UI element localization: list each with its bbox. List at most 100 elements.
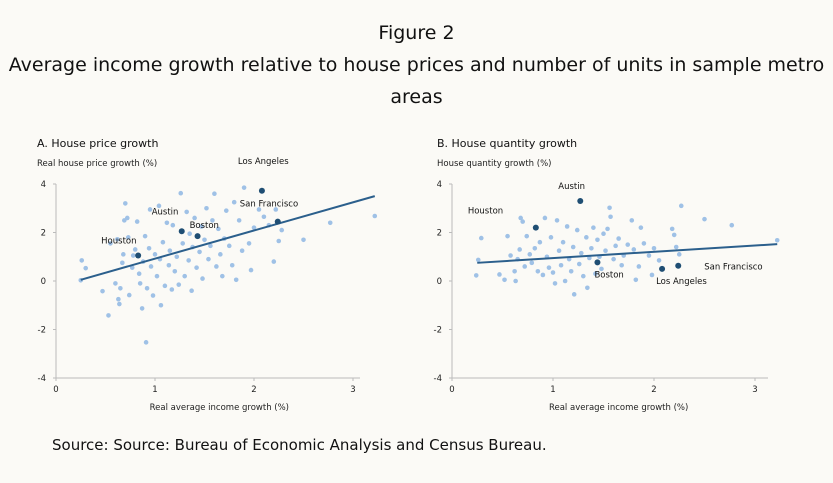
scatter-point	[589, 245, 594, 251]
city-label: San Francisco	[704, 263, 762, 273]
trend-line	[80, 195, 376, 281]
scatter-point	[578, 250, 584, 256]
scatter-point	[229, 262, 235, 268]
scatter-point	[301, 237, 306, 243]
scatter-point	[116, 296, 121, 302]
x-tick-label: 1	[550, 385, 555, 395]
scatter-point	[646, 253, 652, 258]
scatter-point	[142, 233, 148, 239]
scatter-point	[199, 224, 204, 229]
scatter-point	[139, 306, 145, 311]
city-label: Boston	[594, 270, 623, 280]
scatter-point	[629, 218, 635, 223]
scatter-point	[216, 226, 221, 232]
y-tick-label: 4	[41, 180, 46, 190]
x-axis-label: Real average income growth (%)	[549, 403, 688, 413]
scatter-point	[537, 239, 543, 245]
y-tick-label: 0	[437, 277, 442, 287]
scatter-point	[166, 262, 172, 268]
scatter-point	[223, 208, 229, 213]
highlight-point	[258, 187, 265, 194]
scatter-point	[608, 214, 613, 220]
x-tick-label: 1	[152, 385, 157, 395]
scatter-point	[184, 209, 189, 215]
x-axis-label: Real average income growth (%)	[150, 403, 289, 413]
scatter-point	[529, 260, 535, 266]
scatter-point	[518, 215, 523, 221]
scatter-point	[176, 282, 182, 287]
scatter-point	[605, 226, 610, 232]
scatter-point	[172, 269, 178, 274]
scatter-point	[147, 207, 153, 212]
scatter-point	[123, 201, 128, 206]
scatter-point	[154, 273, 160, 279]
scatter-point	[187, 231, 192, 237]
figure-title-line2: areas	[390, 86, 443, 108]
scatter-point	[556, 248, 562, 253]
scatter-point	[729, 222, 735, 228]
scatter-point	[146, 245, 152, 251]
scatter-point	[585, 285, 590, 291]
scatter-point	[542, 215, 548, 221]
scatter-point	[226, 243, 232, 249]
scatter-point	[568, 269, 574, 274]
scatter-point	[279, 227, 285, 233]
scatter-point	[130, 253, 136, 258]
scatter-point	[636, 264, 642, 269]
panel-title: B. House quantity growth	[437, 137, 577, 150]
scatter-point	[570, 244, 576, 250]
highlight-point	[659, 265, 666, 272]
scatter-point	[162, 283, 168, 289]
y-tick-label: 2	[41, 229, 46, 239]
scatter-point	[546, 265, 552, 270]
scatter-point	[189, 288, 194, 294]
scatter-point	[774, 237, 780, 243]
scatter-point	[271, 259, 277, 264]
scatter-point	[625, 242, 631, 247]
scatter-point	[678, 203, 684, 209]
scatter-point	[631, 247, 637, 252]
highlight-point	[675, 262, 682, 269]
scatter-point	[584, 235, 589, 240]
scatter-point	[552, 281, 558, 286]
scatter-point	[273, 207, 279, 212]
scatter-point	[152, 252, 158, 257]
scatter-point	[601, 231, 606, 237]
scatter-point	[200, 276, 205, 281]
scatter-point	[236, 218, 242, 223]
scatter-point	[134, 219, 140, 224]
scatter-point	[540, 272, 546, 278]
city-label: Austin	[152, 207, 179, 217]
scatter-point	[246, 241, 252, 246]
figure-title-line1: Average income growth relative to house …	[8, 54, 825, 76]
city-label: Los Angeles	[238, 157, 289, 167]
scatter-point	[261, 214, 267, 220]
scatter-point	[638, 225, 644, 230]
scatter-point	[144, 285, 150, 291]
scatter-point	[527, 252, 533, 257]
x-tick-label: 2	[651, 385, 656, 395]
scatter-point	[473, 273, 479, 278]
scatter-point	[656, 258, 662, 263]
scatter-point	[186, 258, 191, 263]
scatter-point	[248, 267, 254, 273]
y-tick-label: 0	[41, 277, 46, 287]
y-tick-label: -2	[434, 326, 442, 336]
x-tick-label: 0	[53, 385, 58, 395]
y-tick-label: -4	[38, 374, 46, 384]
scatter-point	[126, 292, 132, 298]
scatter-point	[576, 261, 582, 267]
scatter-point	[121, 252, 126, 257]
y-axis-label: Real house price growth (%)	[37, 159, 157, 169]
scatter-point	[522, 264, 528, 269]
scatter-point	[202, 237, 207, 243]
scatter-point	[214, 264, 219, 269]
scatter-point	[497, 272, 502, 277]
panel-title: A. House price growth	[37, 137, 158, 150]
scatter-point	[251, 225, 257, 230]
scatter-point	[649, 272, 655, 278]
scatter-point	[212, 191, 217, 196]
scatter-point	[619, 262, 624, 268]
highlight-point	[178, 228, 185, 235]
